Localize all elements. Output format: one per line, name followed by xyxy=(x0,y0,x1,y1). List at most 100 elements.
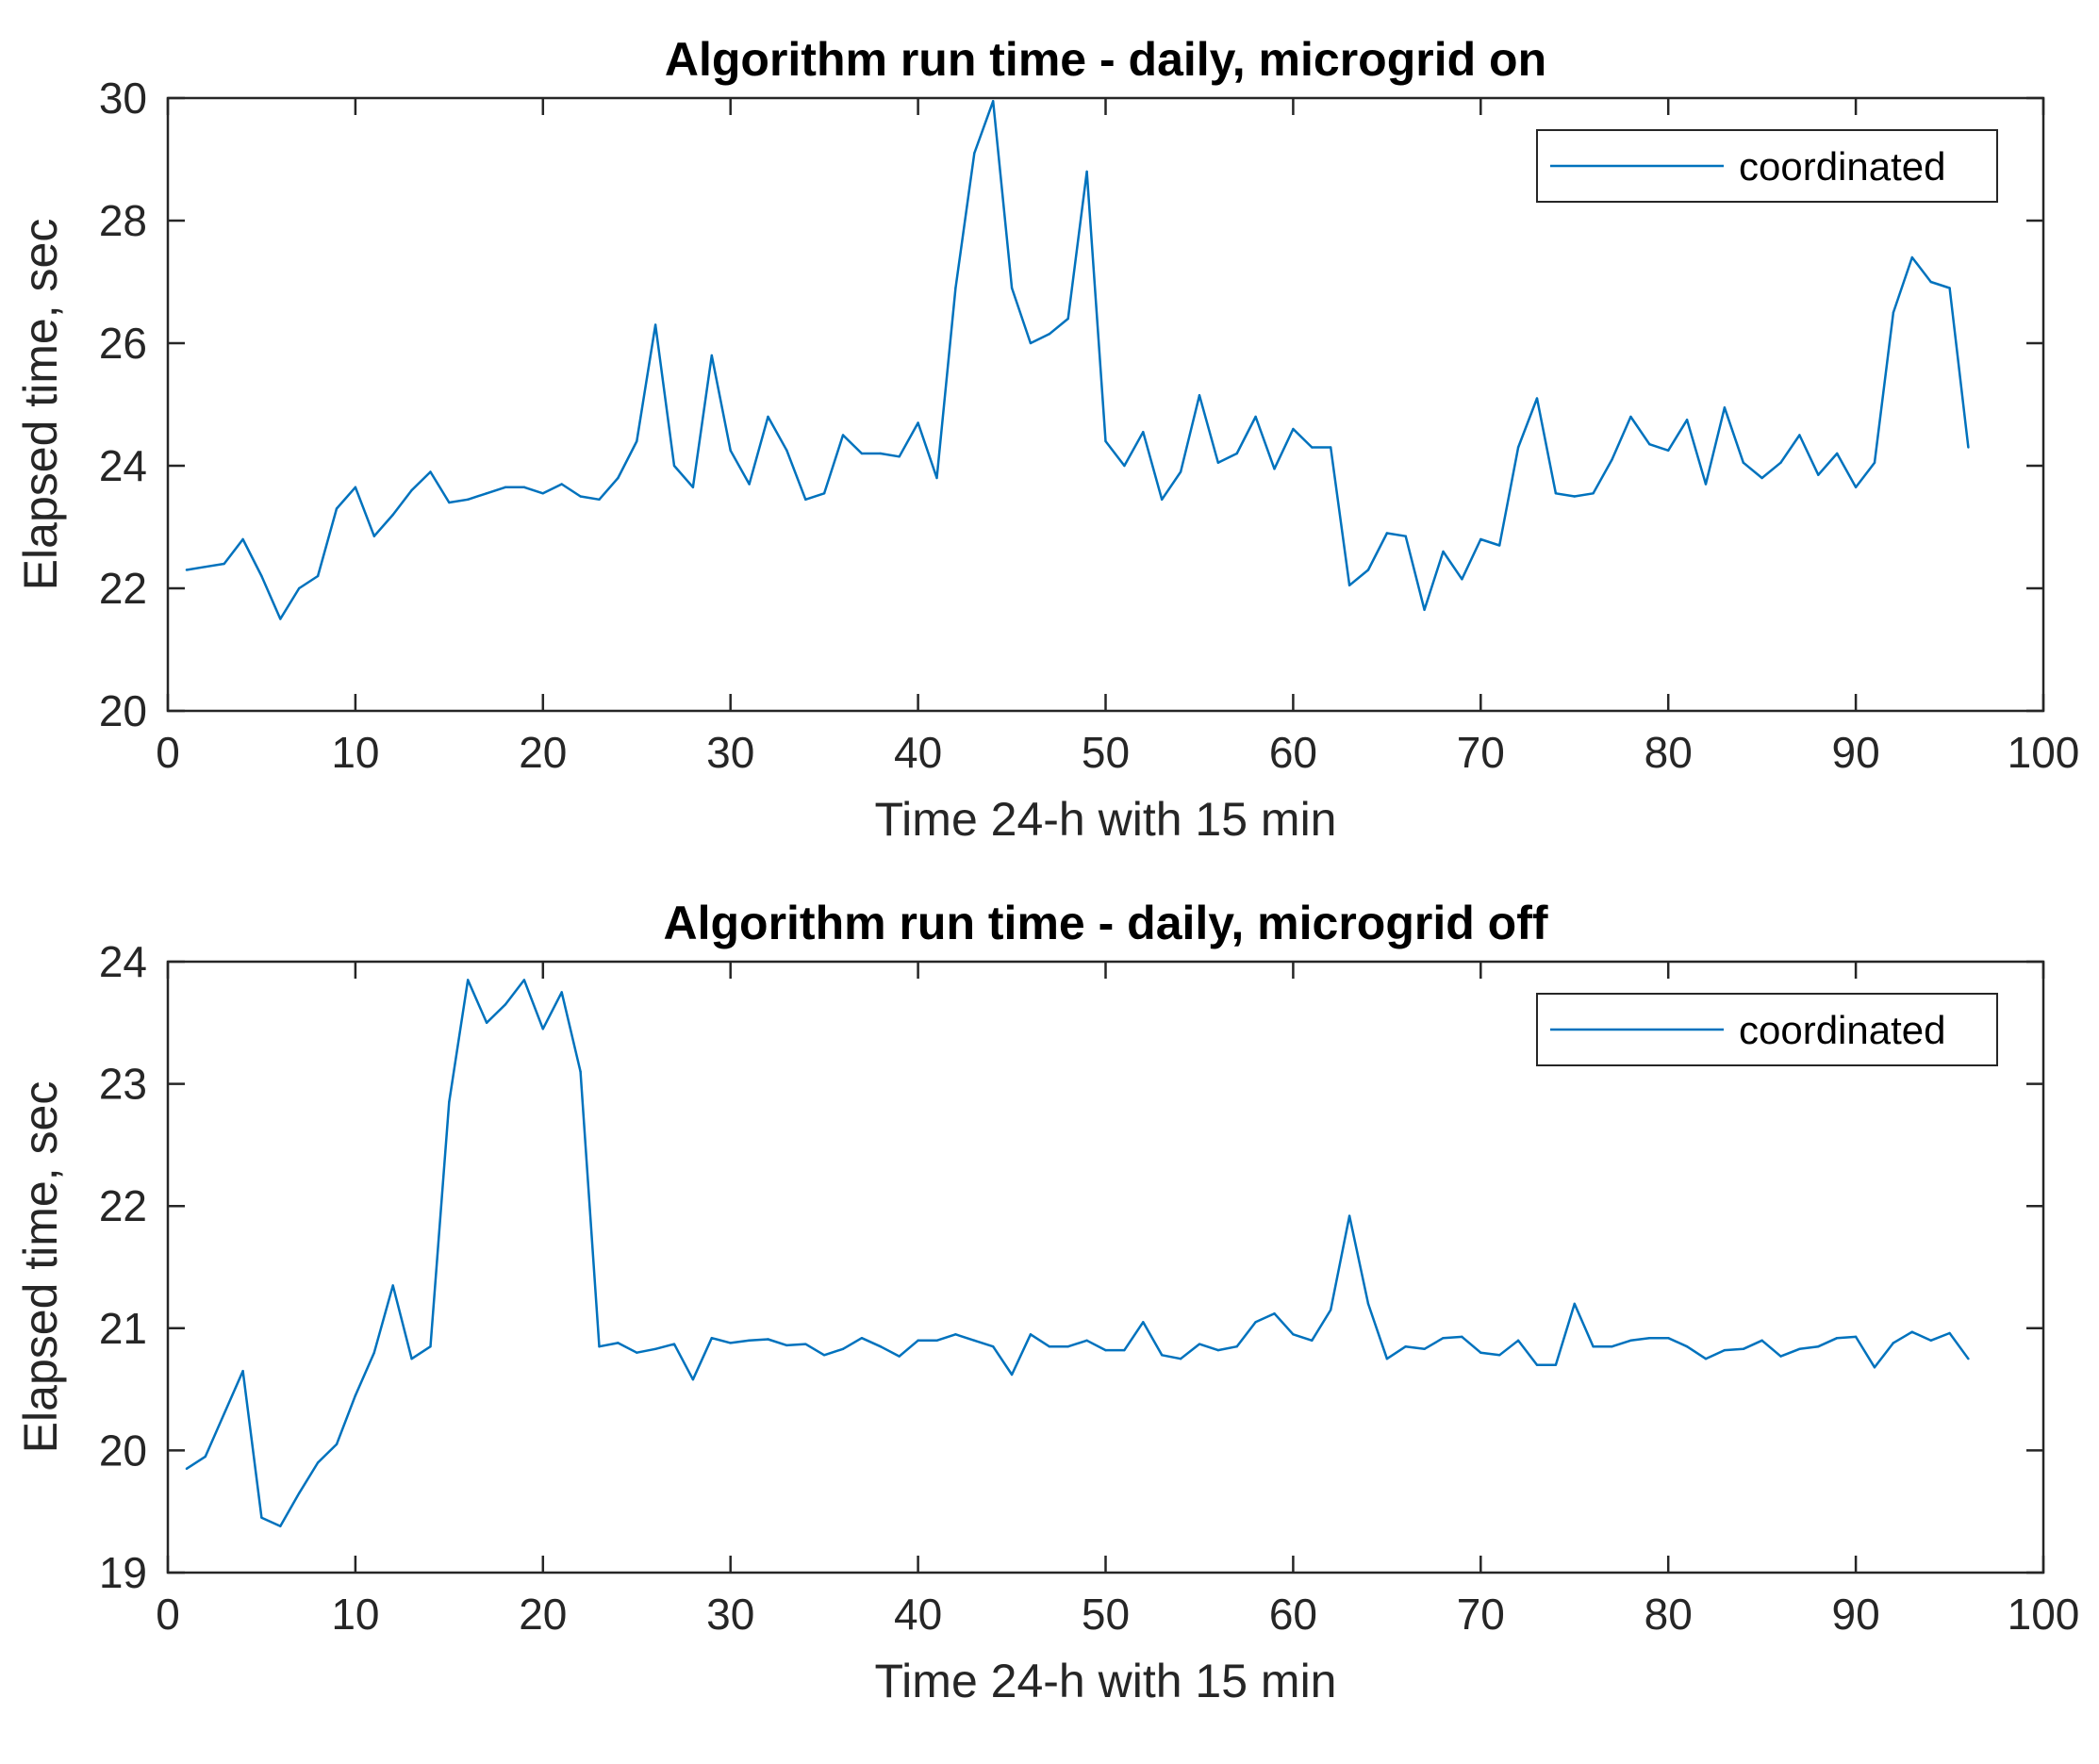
x-tick-label: 40 xyxy=(894,1590,942,1639)
data-point xyxy=(598,1345,601,1348)
data-point xyxy=(636,1351,638,1354)
data-point xyxy=(1104,439,1107,443)
data-point xyxy=(1742,461,1744,464)
data-point xyxy=(672,464,676,468)
data-point xyxy=(1029,341,1033,345)
data-point xyxy=(1760,476,1763,480)
data-point xyxy=(917,1339,919,1342)
data-point xyxy=(691,1378,695,1381)
data-point xyxy=(1123,1348,1126,1352)
data-point xyxy=(1198,1343,1201,1345)
data-point xyxy=(1592,492,1595,495)
data-point xyxy=(1516,446,1520,449)
data-point xyxy=(1273,1312,1276,1315)
legend: coordinated xyxy=(1536,993,1998,1066)
data-point xyxy=(785,1344,788,1347)
x-axis-label: Time 24-h with 15 min xyxy=(875,793,1337,846)
data-point xyxy=(1854,486,1858,488)
data-point xyxy=(1311,446,1314,449)
y-tick-label: 20 xyxy=(99,686,147,735)
data-point xyxy=(1667,449,1670,452)
data-point xyxy=(1779,1355,1782,1358)
data-point xyxy=(522,486,526,488)
data-point xyxy=(1573,495,1576,498)
data-point xyxy=(653,323,657,326)
data-point xyxy=(1404,1345,1407,1348)
x-tick-label: 20 xyxy=(519,728,567,777)
x-tick-label: 80 xyxy=(1644,1590,1693,1639)
y-tick-label: 21 xyxy=(99,1304,147,1353)
data-point xyxy=(1329,446,1332,449)
data-point xyxy=(785,449,788,452)
data-point xyxy=(279,618,282,620)
data-point xyxy=(1535,1363,1539,1366)
series-line-coordinated xyxy=(186,979,1970,1528)
data-point xyxy=(316,1461,320,1464)
data-point xyxy=(841,1347,845,1351)
data-point xyxy=(1085,170,1088,173)
y-axis-label: Elapsed time, sec xyxy=(14,1081,67,1454)
data-point xyxy=(1160,1354,1164,1357)
data-point xyxy=(1760,1339,1763,1342)
data-point xyxy=(1892,1342,1895,1344)
data-point xyxy=(579,495,582,498)
x-tick-label: 50 xyxy=(1082,1590,1130,1639)
data-point xyxy=(1611,458,1613,461)
data-point xyxy=(1497,1354,1501,1357)
data-point xyxy=(1516,1339,1520,1342)
x-tick-label: 50 xyxy=(1082,728,1130,777)
data-point xyxy=(1723,1348,1727,1352)
x-tick-label: 30 xyxy=(706,728,754,777)
series-line-coordinated xyxy=(186,100,1970,620)
series-points xyxy=(185,979,1970,1527)
data-point xyxy=(429,470,432,473)
data-point xyxy=(1892,311,1895,314)
data-point xyxy=(260,1516,263,1519)
x-axis-label: Time 24-h with 15 min xyxy=(875,1655,1337,1707)
data-point xyxy=(617,476,620,480)
data-point xyxy=(1366,1302,1370,1306)
data-point xyxy=(448,1100,451,1104)
data-point xyxy=(804,1343,807,1345)
data-point xyxy=(973,152,976,155)
data-point xyxy=(1142,1321,1145,1324)
y-tick-label: 24 xyxy=(99,441,147,490)
data-point xyxy=(204,1455,207,1459)
y-tick-label: 26 xyxy=(99,319,147,368)
data-point xyxy=(1873,461,1876,464)
data-point xyxy=(335,507,339,510)
y-tick-label: 22 xyxy=(99,1181,147,1230)
data-point xyxy=(710,1336,714,1340)
data-point xyxy=(729,449,732,452)
data-point xyxy=(1423,1347,1426,1351)
y-tick-label: 28 xyxy=(99,196,147,245)
x-tick-label: 90 xyxy=(1832,1590,1880,1639)
y-tick-label: 23 xyxy=(99,1060,147,1109)
data-point xyxy=(485,492,488,495)
data-point xyxy=(1179,470,1182,473)
data-point xyxy=(1685,419,1689,421)
data-point xyxy=(1967,1358,1970,1360)
data-point xyxy=(1273,468,1276,470)
chart-panel-1: 0 10 20 30 40 50 60 70 80 90 100 20 22 24 26 28 30 Algori… xyxy=(14,33,2079,846)
data-point xyxy=(298,586,301,590)
data-point xyxy=(653,1347,657,1351)
data-point xyxy=(1629,415,1632,419)
legend-label: coordinated xyxy=(1739,144,1946,189)
x-tick-label: 70 xyxy=(1457,728,1505,777)
data-point xyxy=(185,569,189,571)
data-point xyxy=(898,455,901,458)
data-point xyxy=(1311,1339,1314,1342)
data-point xyxy=(372,535,375,537)
data-point xyxy=(1442,1336,1445,1340)
data-point xyxy=(1216,461,1220,464)
data-point xyxy=(1554,1363,1558,1366)
data-point xyxy=(279,1525,282,1527)
data-point xyxy=(260,574,263,578)
data-point xyxy=(804,498,807,501)
data-point xyxy=(1404,535,1407,537)
data-point xyxy=(1347,584,1351,586)
data-point xyxy=(841,434,845,437)
data-point xyxy=(1611,1345,1613,1348)
data-point xyxy=(1329,1309,1332,1311)
